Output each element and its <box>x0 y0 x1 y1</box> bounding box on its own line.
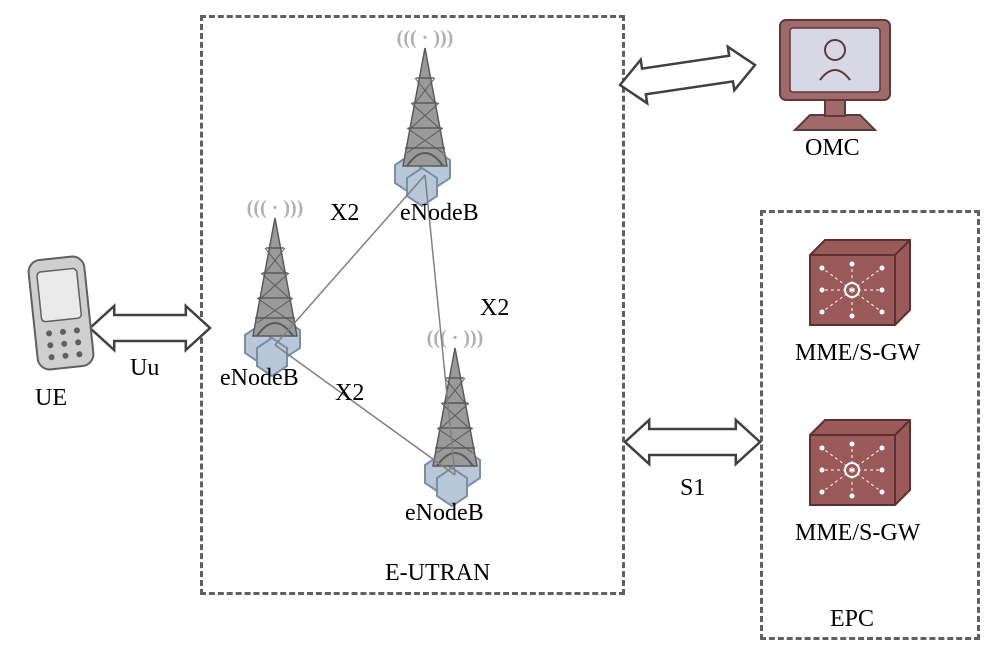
x2-label: X2 <box>335 380 364 407</box>
epc-label: EPC <box>830 606 874 633</box>
mme-label: MME/S-GW <box>795 520 920 547</box>
enodeb-label: eNodeB <box>405 500 484 527</box>
enodeb-label: eNodeB <box>220 365 299 392</box>
diagram-canvas: ((( · )))((( · )))((( · ))) E-UTRAN EPC … <box>0 0 1000 662</box>
omc-icon <box>780 20 890 130</box>
enodeb-label: eNodeB <box>400 200 479 227</box>
eutran-label: E-UTRAN <box>385 560 490 587</box>
x2-label: X2 <box>330 200 359 227</box>
epc-box <box>760 210 980 640</box>
ue-label: UE <box>35 385 67 412</box>
ue-icon <box>27 255 94 370</box>
x2-label: X2 <box>480 295 509 322</box>
s1-label: S1 <box>680 475 705 502</box>
uu-label: Uu <box>130 355 159 382</box>
mme-label: MME/S-GW <box>795 340 920 367</box>
omc-label: OMC <box>805 135 860 162</box>
